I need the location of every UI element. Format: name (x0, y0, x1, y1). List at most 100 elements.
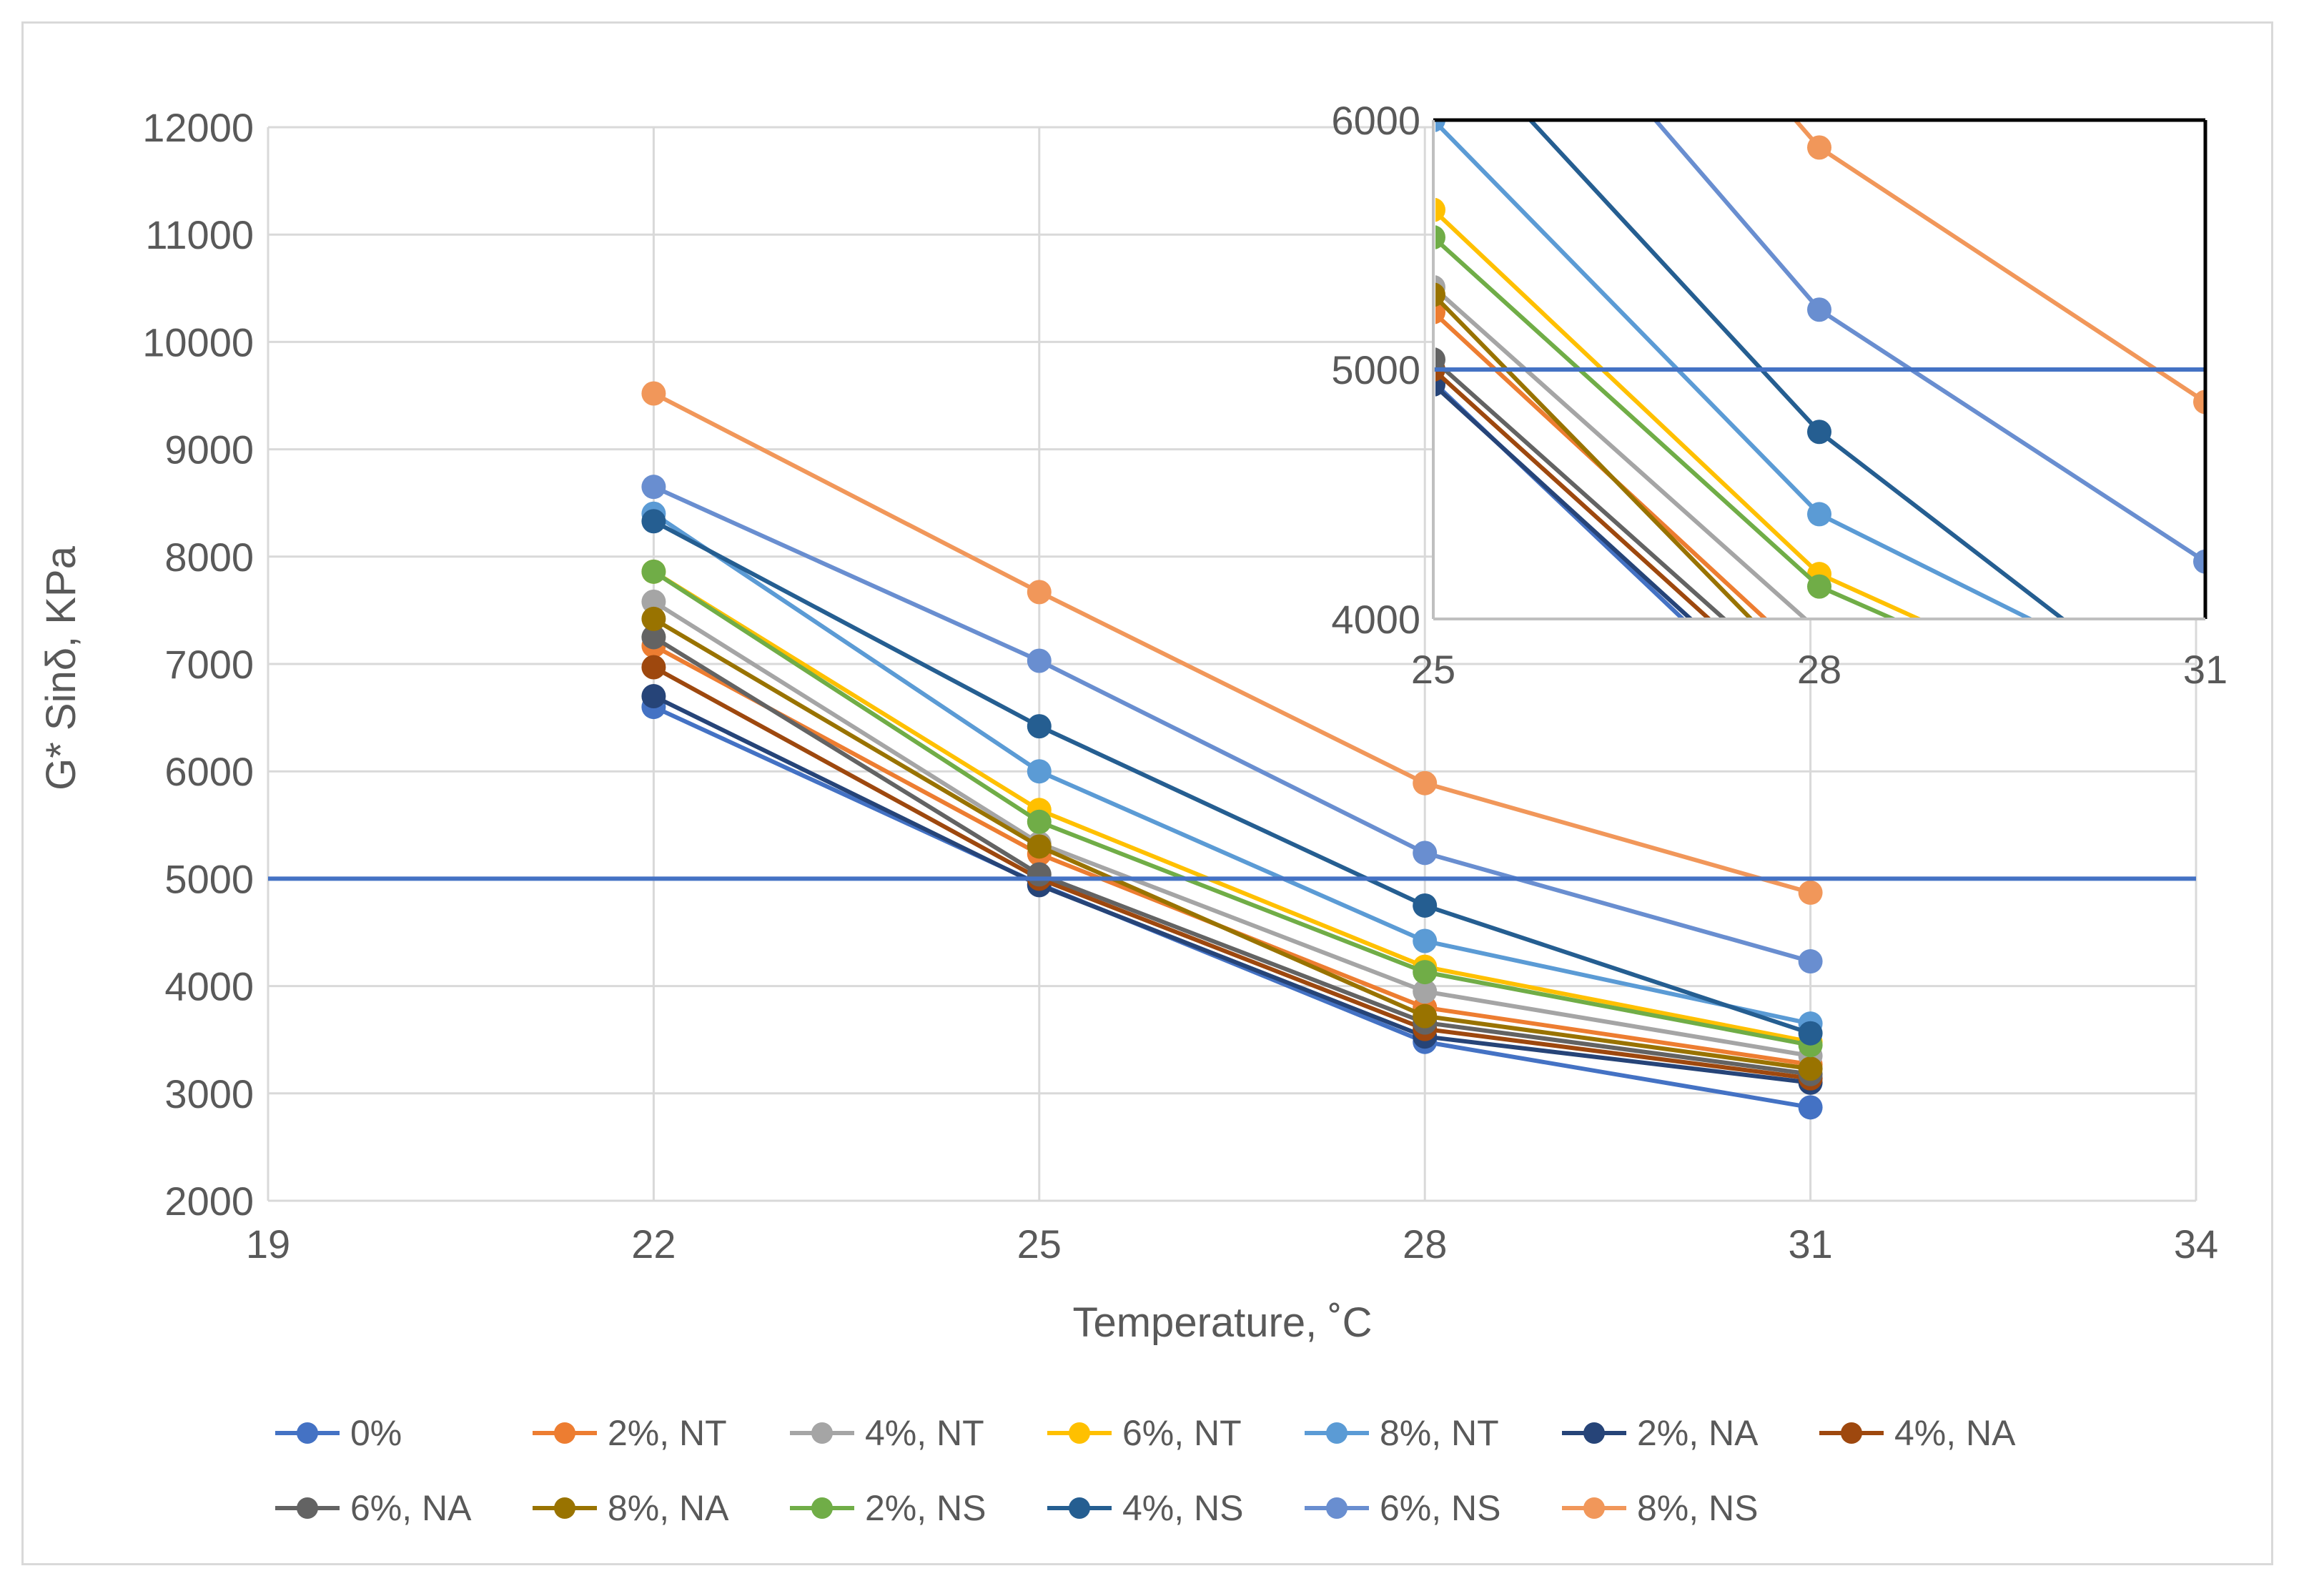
inset-series-line-7 (1435, 358, 1728, 619)
y-axis-title: G* Sinδ, KPa (38, 545, 84, 790)
series-line-9 (652, 570, 1811, 1048)
inset-series-line-5 (1435, 383, 1694, 619)
inset-data-point (1435, 197, 1445, 222)
legend-label: 2%, NS (865, 1488, 987, 1528)
data-point (1413, 979, 1438, 1004)
data-point (1798, 1021, 1823, 1046)
series-line-10 (652, 519, 1811, 1036)
legend-marker (1583, 1497, 1605, 1519)
data-point (1027, 714, 1052, 739)
data-point (1798, 1056, 1823, 1081)
inset-data-point (1807, 135, 1831, 160)
x-axis-title: Temperature, ˚C (1072, 1299, 1372, 1346)
series-line-6 (652, 665, 1811, 1081)
data-point (641, 381, 666, 406)
y-tick-label: 2000 (164, 1179, 254, 1224)
inset-y-tick-label: 6000 (1331, 98, 1420, 143)
series-line-12 (653, 391, 1811, 895)
inset-data-point (1435, 120, 1445, 132)
series-line-2 (652, 600, 1811, 1059)
data-point (1413, 1003, 1438, 1029)
y-tick-label: 12000 (142, 105, 254, 150)
series-line-11 (653, 485, 1811, 963)
legend-item: 8%, NT (1305, 1413, 1499, 1453)
data-point (1798, 949, 1823, 974)
legend-label: 6%, NS (1380, 1488, 1501, 1528)
x-tick-label: 25 (1017, 1221, 1062, 1267)
inset-x-tick-label: 31 (2183, 647, 2227, 692)
inset-series (1435, 120, 2205, 619)
legend-marker (811, 1422, 833, 1444)
legend-label: 8%, NT (1380, 1413, 1499, 1453)
legend-label: 6%, NT (1122, 1413, 1242, 1453)
data-point (1027, 580, 1052, 605)
legend-label: 8%, NA (608, 1488, 729, 1528)
legend-label: 0% (350, 1413, 402, 1453)
series-line-5 (653, 694, 1811, 1085)
inset-data-point (1807, 574, 1831, 599)
legend-marker (811, 1497, 833, 1519)
inset-series-line-11 (1652, 120, 2205, 564)
legend-item: 0% (275, 1413, 402, 1453)
inset-series-line-12 (1792, 120, 2205, 404)
inset-data-point (1435, 347, 1445, 372)
legend-marker (1069, 1497, 1090, 1519)
inset-series-line-6 (1435, 368, 1713, 619)
y-tick-label: 8000 (164, 535, 254, 580)
series-line-0 (653, 705, 1811, 1110)
data-point (1798, 880, 1823, 905)
legend-item: 4%, NA (1819, 1413, 2016, 1453)
data-point (1413, 841, 1438, 866)
inset-series-line-4 (1435, 120, 2035, 619)
inset-chart: 4000 5000 6000 25 28 31 (1331, 98, 2227, 692)
x-tick-label: 31 (1788, 1221, 1832, 1267)
y-tick-label: 11000 (145, 212, 254, 257)
data-point (1027, 862, 1052, 887)
inset-data-point (1807, 297, 1831, 322)
series-line-4 (652, 512, 1811, 1026)
legend-marker (1583, 1422, 1605, 1444)
data-point (641, 606, 666, 631)
legend-label: 6%, NA (350, 1488, 472, 1528)
data-point (641, 509, 666, 534)
data-point (641, 684, 666, 709)
legend-marker (1069, 1422, 1090, 1444)
y-tick-label: 5000 (164, 856, 254, 901)
inset-y-tick-label: 4000 (1331, 597, 1420, 642)
data-point (1413, 960, 1438, 985)
legend-marker (554, 1497, 575, 1519)
legend-item: 6%, NA (275, 1488, 472, 1528)
inset-x-tick-label: 28 (1797, 647, 1841, 692)
legend-item: 6%, NT (1047, 1413, 1242, 1453)
legend-label: 2%, NA (1637, 1413, 1759, 1453)
legend-item: 8%, NA (533, 1488, 729, 1528)
legend-item: 8%, NS (1562, 1488, 1759, 1528)
legend-item: 4%, NT (790, 1413, 984, 1453)
inset-series-line-9 (1435, 236, 1899, 619)
x-tick-label: 19 (246, 1221, 290, 1267)
legend-label: 4%, NT (865, 1413, 984, 1453)
y-tick-label: 7000 (164, 642, 254, 687)
legend: 0% 2%, NT 4%, NT 6%, NT 8%, NT 2%, NA 4%, NA 6%… (275, 1413, 2016, 1528)
y-tick-label: 4000 (164, 964, 254, 1009)
series-line-7 (652, 635, 1811, 1076)
inset-data-point (1435, 225, 1445, 249)
y-tick-label: 10000 (142, 319, 254, 365)
legend-item: 2%, NT (533, 1413, 727, 1453)
inset-series-line-2 (1435, 286, 1809, 619)
legend-item: 2%, NA (1562, 1413, 1759, 1453)
inset-data-point (1435, 282, 1445, 307)
series-line-3 (652, 570, 1811, 1044)
data-point (1413, 893, 1438, 918)
y-tick-label: 3000 (164, 1071, 254, 1116)
series-line-8 (652, 617, 1811, 1071)
main-axes: 2000 3000 4000 5000 6000 7000 8000 9000 10000 110… (142, 105, 2218, 1267)
legend-marker (554, 1422, 575, 1444)
legend-label: 4%, NA (1894, 1413, 2016, 1453)
y-tick-label: 9000 (164, 427, 254, 472)
legend-item: 4%, NS (1047, 1488, 1244, 1528)
y-tick-label: 6000 (164, 749, 254, 794)
inset-y-tick-label: 5000 (1331, 347, 1420, 392)
data-point (1798, 1095, 1823, 1120)
